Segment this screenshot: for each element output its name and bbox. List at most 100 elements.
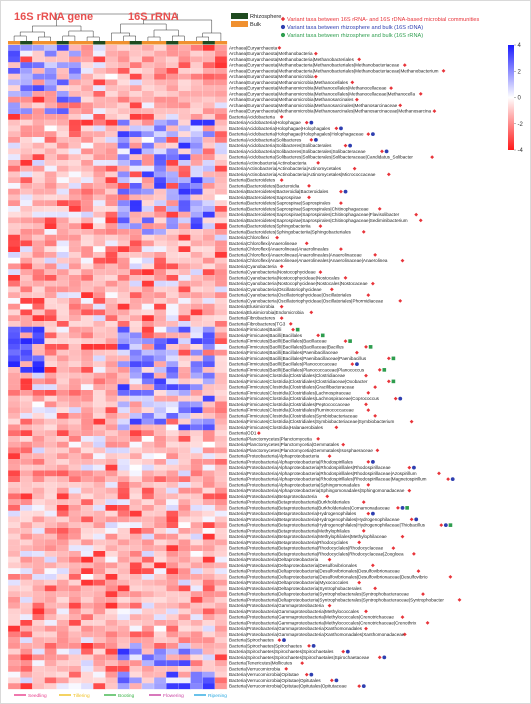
heatmap-cell [68, 372, 82, 379]
heatmap-cell [178, 165, 191, 172]
heatmap-cell [141, 177, 155, 184]
heatmap-cell [20, 372, 33, 379]
heatmap-cell [202, 510, 215, 517]
heatmap-cell [56, 45, 69, 51]
heatmap-cell [129, 476, 142, 483]
heatmap-cell [68, 119, 82, 126]
heatmap-cell [202, 171, 215, 178]
heatmap-cell [129, 315, 142, 322]
heatmap-cell [8, 361, 21, 368]
heatmap-cell [56, 321, 69, 327]
heatmap-cell [129, 263, 142, 270]
heatmap-cell [141, 68, 155, 74]
heatmap-cell [68, 280, 82, 287]
heatmap-cell [44, 453, 57, 460]
heatmap-cell [105, 119, 118, 126]
heatmap-cell [32, 79, 45, 86]
heatmap-cell [141, 292, 155, 299]
legend-circle-icon [280, 32, 286, 38]
heatmap-cell [117, 240, 130, 247]
row-label: Bacteria|Chloroflexi|Anaerolineae|Anaero… [229, 247, 329, 252]
heatmap-cell [68, 62, 82, 69]
heatmap-cell [178, 516, 191, 523]
heatmap-cell [190, 556, 203, 563]
heatmap-cell [190, 223, 203, 230]
heatmap-cell [56, 407, 69, 414]
heatmap-cell [190, 395, 203, 402]
heatmap-cell [56, 476, 69, 483]
heatmap-cell [68, 487, 82, 494]
heatmap-cell [117, 671, 130, 678]
heatmap-cell [129, 522, 142, 529]
heatmap-cell [93, 574, 106, 580]
heatmap-cell [20, 85, 33, 92]
red-diamond-marker [407, 488, 412, 493]
heatmap-cell [32, 165, 45, 172]
red-diamond-marker [439, 523, 444, 528]
heatmap-cell [214, 510, 228, 517]
heatmap-cell [129, 407, 142, 414]
heatmap-cell [105, 349, 118, 356]
heatmap-cell [214, 45, 228, 51]
heatmap-cell [202, 188, 215, 195]
heatmap-cell [117, 395, 130, 402]
heatmap-cell [154, 591, 167, 598]
heatmap-cell [166, 447, 179, 454]
heatmap-cell [166, 476, 179, 483]
row-label: Bacteria|Actinobacteria|Actinobacteria|A… [229, 172, 376, 177]
heatmap-cell [190, 269, 203, 276]
heatmap-cell [178, 476, 191, 483]
heatmap-cell [32, 96, 45, 103]
heatmap-cell [8, 602, 21, 609]
heatmap-cell [202, 418, 215, 425]
heatmap-cell [129, 309, 142, 316]
heatmap-cell [178, 73, 191, 80]
heatmap-cell [8, 177, 21, 184]
row-label: Bacteria|Firmicutes|Bacilli [229, 327, 281, 332]
heatmap-cell [166, 240, 179, 247]
heatmap-cell [117, 332, 130, 339]
heatmap-cell [81, 654, 94, 661]
heatmap-cell [154, 309, 167, 316]
heatmap-cell [32, 286, 45, 293]
heatmap-cell [56, 137, 69, 143]
heatmap-cell [93, 349, 106, 356]
heatmap-cell [154, 85, 167, 92]
heatmap-cell [8, 476, 21, 483]
heatmap-cell [214, 234, 228, 241]
heatmap-cell [44, 533, 57, 540]
heatmap-cell [129, 286, 142, 293]
heatmap-cell [105, 413, 118, 419]
heatmap-cell [166, 321, 179, 327]
row-label: Bacteria|Firmicutes|Bacilli|Bacillales|P… [229, 362, 337, 367]
heatmap-cell [166, 188, 179, 195]
heatmap-cell [129, 384, 142, 391]
heatmap-cell [93, 125, 106, 132]
heatmap-cell [44, 660, 57, 667]
group-bar-cell [81, 41, 94, 45]
heatmap-cell [56, 441, 69, 448]
heatmap-cell [56, 614, 69, 621]
heatmap-cell [141, 165, 155, 172]
heatmap-cell [129, 418, 142, 425]
heatmap-cell [214, 338, 228, 345]
heatmap-cell [56, 102, 69, 109]
heatmap-cell [166, 384, 179, 391]
heatmap-cell [81, 257, 94, 264]
heatmap-cell [20, 298, 33, 304]
heatmap-cell [166, 355, 179, 362]
heatmap-cell [8, 298, 21, 304]
heatmap-cell [32, 671, 45, 678]
heatmap-cell [178, 131, 191, 138]
heatmap-cell [105, 50, 118, 57]
heatmap-cell [93, 476, 106, 483]
heatmap-cell [32, 568, 45, 575]
heatmap-cell [166, 183, 179, 189]
heatmap-cell [141, 246, 155, 253]
heatmap-cell [20, 154, 33, 161]
heatmap-cell [141, 551, 155, 557]
red-diamond-marker [364, 373, 368, 378]
color-scale-tick-label: 0 [518, 96, 522, 102]
heatmap-cell [178, 591, 191, 598]
heatmap-cell [81, 643, 94, 649]
